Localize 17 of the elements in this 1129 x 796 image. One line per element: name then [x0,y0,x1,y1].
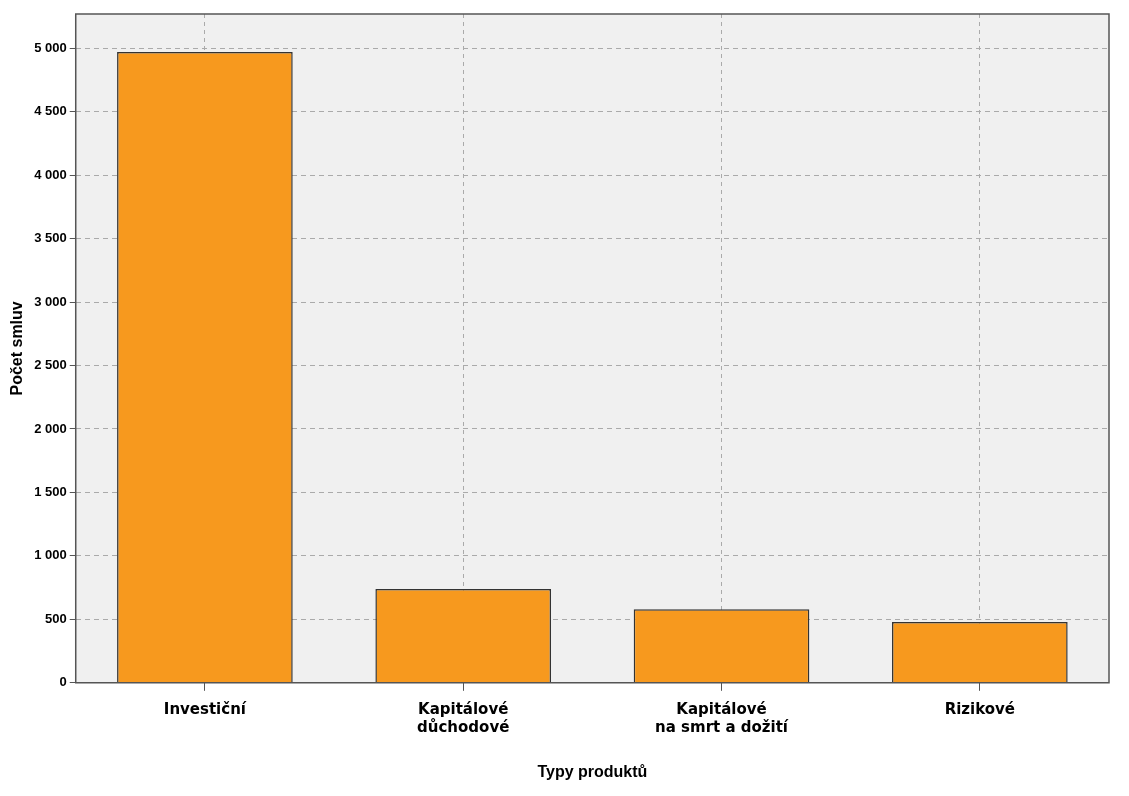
y-tick-label: 2 500 [34,357,67,373]
y-axis-title: Počet smluv [8,301,26,396]
y-tick-label: 3 500 [34,230,67,246]
x-tick-label: Kapitálové na smrt a dožití [655,699,789,736]
y-tick-label: 5 000 [34,39,67,55]
y-tick-label: 500 [45,610,67,626]
y-tick-label: 0 [59,674,67,690]
x-tick-label: Kapitálové důchodové [417,699,510,736]
y-tick-label: 2 000 [34,420,67,436]
y-tick-label: 1 500 [34,484,67,500]
x-tick-label: Rizikové [944,699,1016,718]
y-tick-label: 4 000 [34,166,67,182]
x-tick-label: Investiční [163,699,247,718]
x-axis-title: Typy produktů [537,762,648,780]
y-tick-label: 3 000 [34,293,67,309]
y-tick-label: 1 000 [34,547,67,563]
y-tick-label: 4 500 [34,103,67,119]
